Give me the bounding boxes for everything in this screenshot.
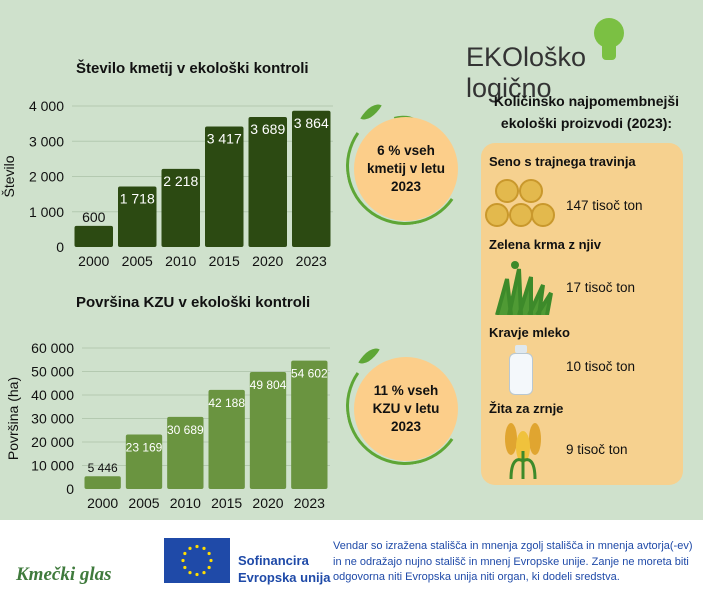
star-icon [202,571,206,575]
x-tick-label: 2023 [294,495,325,511]
bar [167,416,204,489]
product-value: 10 tisoč ton [566,359,636,374]
x-tick-label: 2015 [209,253,240,269]
data-label: 1 718 [120,190,155,206]
wheat-corn-icon [505,423,541,479]
data-label: 3 864 [294,115,329,131]
star-icon [195,544,199,549]
star-icon [207,551,211,556]
bar [118,186,157,247]
bar [125,434,163,489]
data-label: 49 804 [250,378,287,392]
x-tick-label: 2020 [252,253,283,269]
bar [248,116,287,247]
y-tick-label: 60 000 [31,340,74,356]
bar [74,225,113,247]
lightbulb-leaf-icon [593,18,624,72]
products-title: Količinsko najpomembnejši ekološki proizv… [493,93,680,131]
x-tick-label: 2000 [87,495,118,511]
y-tick-label: 20 000 [31,434,74,450]
y-tick-label: 10 000 [31,458,74,474]
y-axis-label: Površina (ha) [5,377,21,460]
milk-bottle-icon [509,345,533,395]
chart2-title: Površina KZU v ekološki kontroli [76,294,311,311]
hay-bales-icon [485,179,555,231]
disclaimer: Vendar so izražena stališča in mnenja zg… [333,540,693,583]
eu-cofunded-label: Sofinancira Evropska unija [238,553,331,585]
product-name: Žita za zrnje [489,401,564,416]
eu-flag-icon [164,538,230,583]
data-label: 3 689 [250,121,285,137]
y-tick-label: 4 000 [29,98,64,114]
callout-area: 11 % vseh KZU v letu 2023 [354,357,458,461]
x-tick-label: 2005 [128,495,159,511]
data-label: 3 417 [207,131,242,147]
star-icon [209,558,213,563]
bar [205,126,244,247]
product-value: 147 tisoč ton [566,198,643,213]
y-axis-label: Število [1,155,17,197]
product-name: Kravje mleko [489,325,570,340]
products-panel: Seno s trajnega travinja 147 tisoč ton Z… [481,143,683,485]
y-tick-label: 0 [66,481,74,497]
x-tick-label: 2010 [165,253,196,269]
logo: EKOloško logično [466,18,703,104]
chart-area: 0 10 000 20 000 30 000 40 000 50 000 60 000 Pov… [5,340,330,511]
y-tick-label: 50 000 [31,364,74,380]
y-tick-label: 2 000 [29,169,64,185]
data-label: 42 188 [208,396,245,410]
star-icon [188,546,192,550]
star-icon [181,558,185,563]
x-tick-label: 2005 [122,253,153,269]
chart-farms: 0 1 000 2 000 3 000 4 000 Število 600 2000 1 718… [1,98,333,269]
star-icon [195,572,199,577]
chart1-title: Število kmetij v ekološki kontroli [76,60,309,77]
y-tick-label: 40 000 [31,387,74,403]
data-label: 23 169 [126,441,163,455]
bar [249,371,287,489]
product-value: 9 tisoč ton [566,442,628,457]
product-value: 17 tisoč ton [566,280,636,295]
product-name: Seno s trajnega travinja [489,154,636,169]
data-label: 54 602 [291,367,328,381]
product-name: Zelena krma z njiv [489,237,601,252]
bar [292,110,331,247]
star-icon [188,571,192,575]
y-tick-label: 0 [56,239,64,255]
star-icon [183,565,187,570]
y-tick-label: 30 000 [31,411,74,427]
y-tick-label: 3 000 [29,133,64,149]
footer: Kmečki glas Sofinancira Evropska unija Ve… [0,520,703,596]
infographic: Število kmetij v ekološki kontroli 0 1 00… [0,0,703,520]
data-label: 30 689 [167,423,204,437]
callout-farms: 6 % vseh kmetij v letu 2023 [354,117,458,221]
bar [208,389,245,489]
grass-icon [495,261,553,315]
data-label: 5 446 [88,461,118,475]
kmecki-glas-logo: Kmečki glas [16,564,112,585]
data-label: 600 [82,209,106,225]
bar [84,476,121,489]
bar [161,168,200,247]
data-label: 2 218 [163,173,198,189]
x-tick-label: 2023 [296,253,327,269]
x-tick-label: 2020 [252,495,283,511]
x-tick-label: 2010 [170,495,201,511]
x-tick-label: 2000 [78,253,109,269]
bar [291,360,328,489]
x-tick-label: 2015 [211,495,242,511]
star-icon [183,551,187,556]
star-icon [202,546,206,550]
y-tick-label: 1 000 [29,204,64,220]
star-icon [207,565,211,570]
